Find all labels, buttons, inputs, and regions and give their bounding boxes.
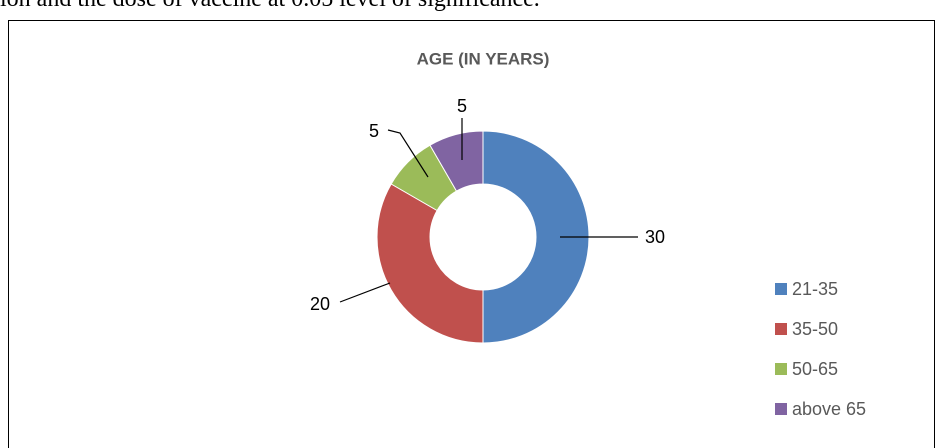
chart-frame (8, 20, 935, 448)
leader-line (387, 129, 429, 178)
legend-swatch (775, 283, 787, 295)
legend-label: 35-50 (792, 319, 838, 339)
data-label: 5 (369, 121, 379, 141)
slice (429, 130, 484, 192)
slice (482, 130, 590, 344)
legend-swatch (775, 403, 787, 415)
chart-title: AGE (IN YEARS) (417, 49, 550, 68)
legend-label: above 65 (792, 399, 866, 419)
data-label: 5 (457, 96, 467, 116)
data-label: 20 (310, 294, 330, 314)
legend-swatch (775, 363, 787, 375)
legend-label: 21-35 (792, 279, 838, 299)
leader-line (339, 282, 391, 303)
slice (376, 183, 484, 344)
legend-swatch (775, 323, 787, 335)
legend-label: 50-65 (792, 359, 838, 379)
data-label: 30 (645, 227, 665, 247)
document-text: ion and the dose of vaccine at 0.05 leve… (0, 0, 540, 13)
